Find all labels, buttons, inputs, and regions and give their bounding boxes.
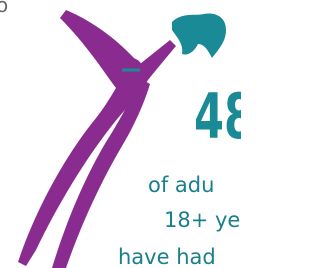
infographic: o 48 of adu 18+ ye have had — [0, 0, 241, 268]
forceps — [18, 10, 176, 268]
body-line: 18+ ye — [164, 208, 240, 232]
forceps-arm-upper — [18, 10, 176, 266]
cut-text: o — [0, 0, 8, 17]
body-line: of adu — [148, 173, 214, 197]
body-line: have had — [118, 245, 216, 268]
tooth — [172, 14, 226, 58]
stat-number: 48 — [194, 80, 241, 153]
